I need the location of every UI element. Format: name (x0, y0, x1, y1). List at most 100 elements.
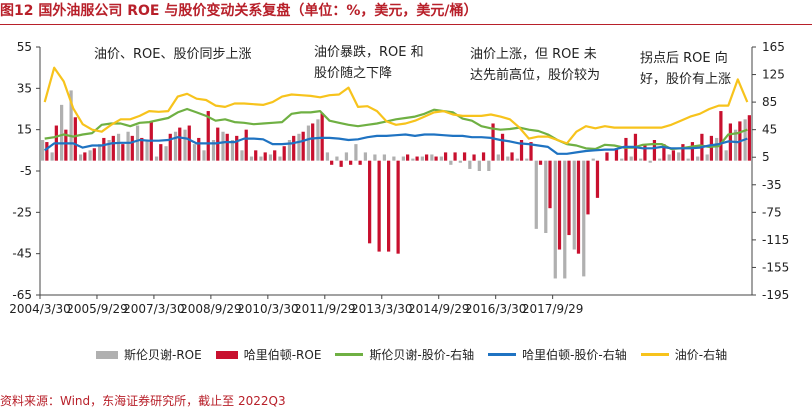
hal-roe-bar (652, 140, 657, 161)
slb-roe-bar (487, 160, 491, 171)
slb-roe-bar (135, 125, 140, 161)
legend-swatch-hal-price (488, 353, 517, 356)
slb-roe-bar (582, 160, 586, 277)
slb-roe-bar (420, 156, 424, 161)
hal-roe-bar (273, 150, 277, 161)
legend-item-oil: 油价-右轴 (640, 346, 727, 363)
slb-roe-bar (439, 156, 443, 161)
slb-roe-bar (468, 160, 472, 169)
hal-roe-bar (747, 115, 751, 161)
legend-item-slb-roe: 斯伦贝谢-ROE (96, 346, 202, 363)
y-left-tick-label: -5 (20, 164, 32, 178)
y-right-tick-label: 125 (762, 68, 785, 82)
slb-roe-bar (620, 158, 624, 161)
y-left-tick-label: -25 (12, 205, 32, 219)
annotation-sync-rise: 油价、ROE、股价同步上涨 (94, 47, 252, 62)
slb-roe-bar (325, 152, 330, 161)
hal-roe-bar (567, 160, 571, 236)
slb-roe-bar (145, 140, 149, 161)
slb-roe-bar (41, 140, 45, 161)
slb-roe-bar (126, 131, 130, 161)
slb-roe-bar (734, 129, 738, 161)
oil-price-line (43, 66, 749, 145)
slb-roe-bar (382, 154, 387, 161)
hal-roe-bar (45, 142, 49, 161)
y-right-tick-label: -35 (762, 178, 782, 192)
hal-roe-bar (500, 133, 505, 161)
y-left-tick-label: 35 (17, 81, 32, 95)
legend: 斯伦贝谢-ROE 哈里伯顿-ROE 斯伦贝谢-股价-右轴 哈里伯顿-股价-右轴 … (96, 346, 741, 363)
x-tick-label: 2007/3/30 (123, 302, 185, 316)
hal-roe-bar (405, 154, 410, 161)
slb-roe-bar (202, 150, 206, 161)
y-right-tick-label: -75 (762, 205, 782, 219)
annotation-oil-rise: 油价上涨，但 ROE 未 达先前高位，股价较为 (470, 44, 600, 86)
x-tick-label: 2008/9/29 (180, 302, 242, 316)
hal-roe-bar (377, 160, 381, 252)
x-tick-label: 2016/3/30 (465, 302, 527, 316)
y-right-tick-label: -115 (762, 233, 789, 247)
hal-roe-bar (462, 152, 467, 161)
annotation-oil-crash-line1: 油价暴跌，ROE 和 (314, 45, 424, 60)
slb-roe-bar (477, 160, 481, 171)
y-right-tick-label: 5 (762, 150, 770, 164)
hal-roe-bar (254, 150, 258, 161)
slb-roe-bar (278, 156, 282, 161)
figure-title: 图12 国外油服公司 ROE 与股价变动关系复盘（单位：%，美元，美元/桶） (0, 3, 478, 19)
slb-roe-bar (449, 160, 453, 165)
slb-roe-bar (373, 154, 377, 161)
title-rule (0, 24, 812, 25)
hal-roe-bar (434, 156, 438, 161)
hal-roe-bar (311, 123, 315, 161)
slb-roe-bar (221, 131, 225, 161)
slb-roe-bar (306, 125, 311, 161)
hal-roe-bar (643, 144, 647, 161)
source-note: 资料来源：Wind，东海证券研究所，截止至 2022Q3 (0, 394, 286, 408)
hal-roe-bar (472, 154, 476, 161)
hal-roe-bar (424, 154, 429, 161)
hal-roe-bar (453, 152, 457, 161)
slb-roe-bar (192, 144, 197, 161)
legend-swatch-slb-roe (96, 350, 118, 359)
hal-roe-bar (206, 111, 210, 161)
slb-roe-bar (116, 133, 121, 161)
slb-roe-bar (50, 152, 54, 161)
hal-roe-bar (529, 142, 533, 161)
y-right-tick-label: -195 (762, 288, 789, 302)
hal-roe-bar (83, 152, 87, 161)
hal-roe-bar (168, 133, 172, 161)
hal-roe-bar (709, 135, 714, 161)
hal-roe-bar (73, 117, 77, 161)
hal-roe-bar (292, 135, 296, 161)
slb-roe-bar (335, 156, 339, 161)
slb-roe-bar (544, 160, 548, 233)
hal-roe-bar (624, 137, 628, 161)
hal-roe-bar (102, 137, 106, 161)
slb-roe-bar (392, 156, 396, 161)
slb-roe-bar (69, 90, 73, 161)
slb-roe-bar (534, 160, 538, 229)
hal-roe-bar (368, 160, 372, 244)
x-tick-label: 2010/3/30 (237, 302, 299, 316)
annotation-oil-rise-line1: 油价上涨，但 ROE 未 (470, 47, 597, 62)
hal-roe-bar (197, 137, 201, 161)
hal-roe-bar (64, 129, 68, 161)
legend-label-slb-price: 斯伦贝谢-股价-右轴 (369, 348, 475, 362)
slb-roe-bar (553, 160, 557, 279)
hal-roe-bar (282, 146, 286, 161)
hal-roe-bar (396, 160, 400, 254)
x-tick-label: 2017/9/29 (522, 302, 584, 316)
hal-roe-bar (140, 137, 144, 161)
slb-roe-bar (316, 119, 320, 161)
slb-roe-bar (354, 144, 358, 161)
hal-roe-bar (301, 131, 305, 161)
hal-roe-bar (510, 152, 514, 161)
hal-roe-bar (235, 135, 239, 161)
hal-roe-bar (159, 144, 163, 161)
hal-roe-bar (690, 142, 695, 161)
slb-roe-bar (249, 156, 254, 161)
slb-roe-bar (230, 140, 235, 161)
slb-roe-bar (60, 104, 64, 161)
hal-roe-bar (519, 140, 524, 161)
